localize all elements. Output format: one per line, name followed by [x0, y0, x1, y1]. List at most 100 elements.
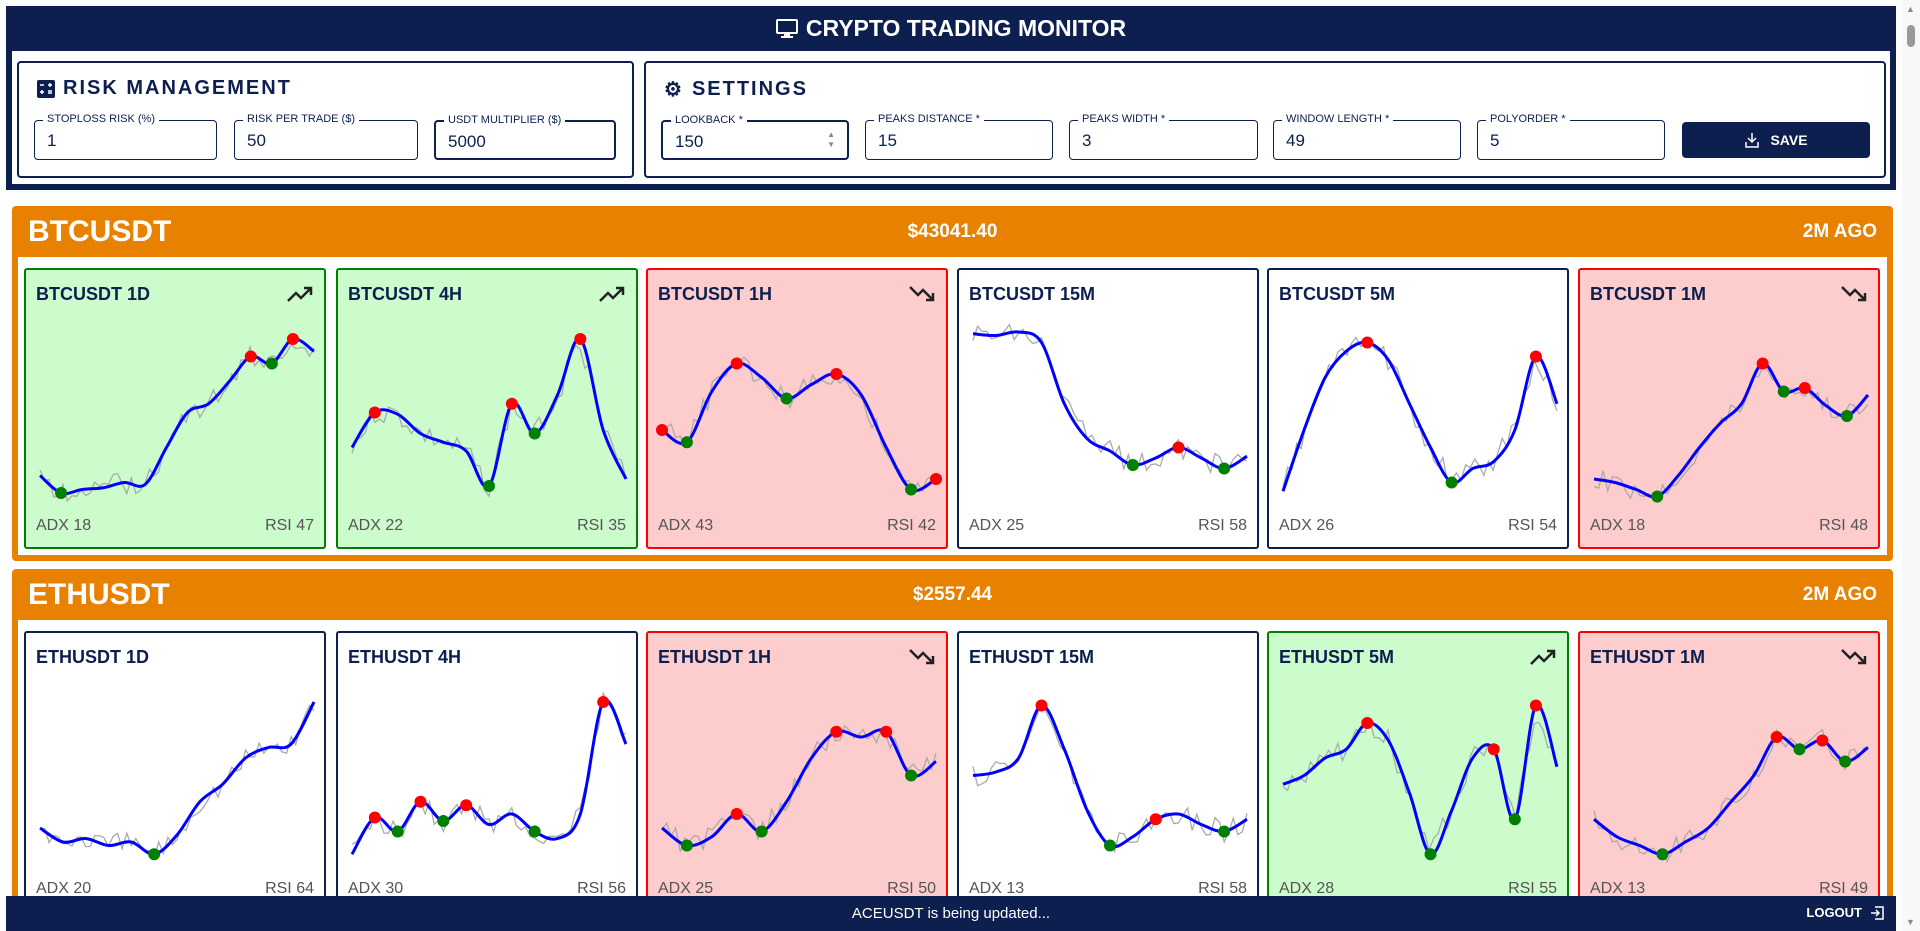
price-chart	[656, 356, 942, 496]
field-label: USDT MULTIPLIER ($)	[444, 114, 566, 126]
risk-management-panel: RISK MANAGEMENT STOPLOSS RISK (%) 1 RISK …	[17, 61, 634, 178]
timeframe-card[interactable]: ETHUSDT 1H ADX 25 RSI 50	[646, 631, 948, 912]
symbol-name: ETHUSDT	[28, 577, 170, 611]
timeframe-card[interactable]: ETHUSDT 1D ADX 20 RSI 64	[24, 631, 326, 912]
card-title: BTCUSDT 1M	[1590, 284, 1706, 304]
status-bar: ACEUSDT is being updated... LOGOUT	[6, 896, 1896, 931]
price-chart	[1593, 728, 1869, 863]
window-length-field[interactable]: WINDOW LENGTH * 49	[1273, 113, 1461, 160]
raw-price-line	[661, 356, 937, 493]
card-title: ETHUSDT 15M	[969, 647, 1095, 667]
timeframe-card[interactable]: ETHUSDT 5M ADX 28 RSI 55	[1267, 631, 1569, 912]
card-title: BTCUSDT 4H	[348, 284, 463, 304]
field-value: 5000	[448, 132, 486, 151]
peak-marker	[1816, 734, 1829, 747]
peak-marker	[414, 795, 427, 808]
field-value: 49	[1286, 131, 1305, 150]
field-value: 3	[1082, 131, 1092, 150]
adx-value: ADX 18	[36, 517, 92, 534]
rsi-value: RSI 55	[1508, 880, 1557, 897]
trough-marker	[1839, 755, 1852, 768]
settings-label: SETTINGS	[691, 78, 808, 100]
peak-marker	[460, 799, 473, 812]
adx-value: ADX 25	[969, 517, 1025, 534]
peak-marker	[1529, 699, 1542, 712]
trough-marker	[528, 825, 541, 838]
peaks-distance-field[interactable]: PEAKS DISTANCE * 15	[865, 113, 1053, 160]
smoothed-price-line	[1281, 340, 1559, 492]
risk-per-trade-field[interactable]: RISK PER TRADE ($) 50	[234, 113, 418, 160]
peak-marker	[830, 725, 843, 738]
scroll-up-arrow-icon[interactable]: ▲	[1906, 4, 1915, 14]
adx-value: ADX 13	[1590, 880, 1646, 897]
price-chart	[350, 690, 628, 856]
trough-marker	[680, 436, 693, 449]
card-title: BTCUSDT 1D	[36, 284, 151, 304]
peak-marker	[1770, 731, 1783, 743]
peaks-width-field[interactable]: PEAKS WIDTH * 3	[1069, 113, 1258, 160]
rsi-value: RSI 48	[1819, 517, 1868, 534]
trough-marker	[905, 483, 918, 496]
polyorder-field[interactable]: POLYORDER * 5	[1477, 113, 1665, 160]
peak-marker	[286, 333, 299, 345]
price-chart	[38, 333, 315, 503]
trough-marker	[1218, 825, 1231, 838]
timeframe-card[interactable]: ETHUSDT 1M ADX 13 RSI 49	[1578, 631, 1880, 912]
timeframe-card[interactable]: ETHUSDT 15M ADX 13 RSI 58	[957, 631, 1259, 912]
trending-down-icon	[1841, 286, 1867, 302]
rsi-value: RSI 42	[887, 517, 936, 534]
timeframe-card[interactable]: BTCUSDT 4H ADX 22 RSI 35	[336, 268, 638, 549]
timeframe-card[interactable]: BTCUSDT 1M ADX 18 RSI 48	[1578, 268, 1880, 549]
raw-price-line	[1593, 728, 1869, 863]
timeframe-card[interactable]: BTCUSDT 15M ADX 25 RSI 58	[957, 268, 1259, 549]
usdt-multiplier-field[interactable]: USDT MULTIPLIER ($) 5000	[434, 114, 616, 160]
rsi-value: RSI 58	[1198, 880, 1247, 897]
peak-marker	[880, 725, 893, 738]
lookback-field[interactable]: LOOKBACK * 150 ▲ ▼	[661, 114, 849, 160]
peak-marker	[505, 397, 518, 410]
card-title: BTCUSDT 5M	[1279, 284, 1395, 304]
price-chart	[1281, 336, 1559, 492]
trough-marker	[1445, 476, 1458, 489]
peak-marker	[1149, 813, 1162, 826]
field-label: WINDOW LENGTH *	[1282, 113, 1394, 125]
calculator-icon	[37, 79, 55, 98]
peak-marker	[830, 368, 843, 380]
trending-up-icon	[599, 286, 625, 302]
timeframe-card[interactable]: BTCUSDT 1D ADX 18 RSI 47	[24, 268, 326, 549]
scroll-down-arrow-icon[interactable]: ▼	[1906, 917, 1915, 927]
logout-button[interactable]: LOGOUT	[1806, 905, 1884, 920]
peak-marker	[1487, 743, 1500, 756]
card-title: BTCUSDT 15M	[969, 284, 1096, 304]
peak-marker	[1172, 441, 1185, 454]
field-value: 1	[47, 131, 57, 150]
trough-marker	[1840, 410, 1853, 422]
settings-panel: ⚙ SETTINGS LOOKBACK * 150 ▲ ▼ PEAKS DISTANC…	[644, 61, 1886, 178]
spinner-arrows-icon[interactable]: ▲ ▼	[827, 130, 835, 149]
card-title: ETHUSDT 4H	[348, 647, 462, 667]
peak-marker	[1361, 336, 1374, 349]
timeframe-card[interactable]: BTCUSDT 1H ADX 43 RSI 42	[646, 268, 948, 549]
trending-down-icon	[1841, 649, 1867, 665]
peak-marker	[1361, 717, 1374, 729]
smoothed-price-line	[661, 361, 937, 493]
field-label: PEAKS WIDTH *	[1078, 113, 1170, 125]
trough-marker	[755, 825, 768, 838]
last-updated: 2M AGO	[1802, 220, 1877, 242]
timeframe-card[interactable]: ETHUSDT 4H ADX 30 RSI 56	[336, 631, 638, 912]
stoploss-risk-field[interactable]: STOPLOSS RISK (%) 1	[34, 113, 217, 160]
rsi-value: RSI 54	[1508, 517, 1557, 534]
gear-icon: ⚙	[664, 79, 684, 101]
app-header: CRYPTO TRADING MONITOR RISK MANAGEMENT S…	[6, 6, 1896, 190]
logout-label: LOGOUT	[1806, 905, 1862, 920]
scrollbar-thumb[interactable]	[1907, 25, 1915, 47]
trough-marker	[1793, 743, 1806, 756]
peak-marker	[730, 808, 743, 820]
field-label: PEAKS DISTANCE *	[874, 113, 984, 125]
scrollbar[interactable]: ▲ ▼	[1902, 0, 1920, 931]
timeframe-card[interactable]: BTCUSDT 5M ADX 26 RSI 54	[1267, 268, 1569, 549]
save-button[interactable]: SAVE	[1682, 122, 1870, 158]
trough-marker	[148, 848, 161, 861]
symbol-section: ETHUSDT $2557.44 2M AGO ETHUSDT 1D ADX 20 RSI…	[12, 569, 1893, 924]
peak-marker	[368, 811, 381, 824]
